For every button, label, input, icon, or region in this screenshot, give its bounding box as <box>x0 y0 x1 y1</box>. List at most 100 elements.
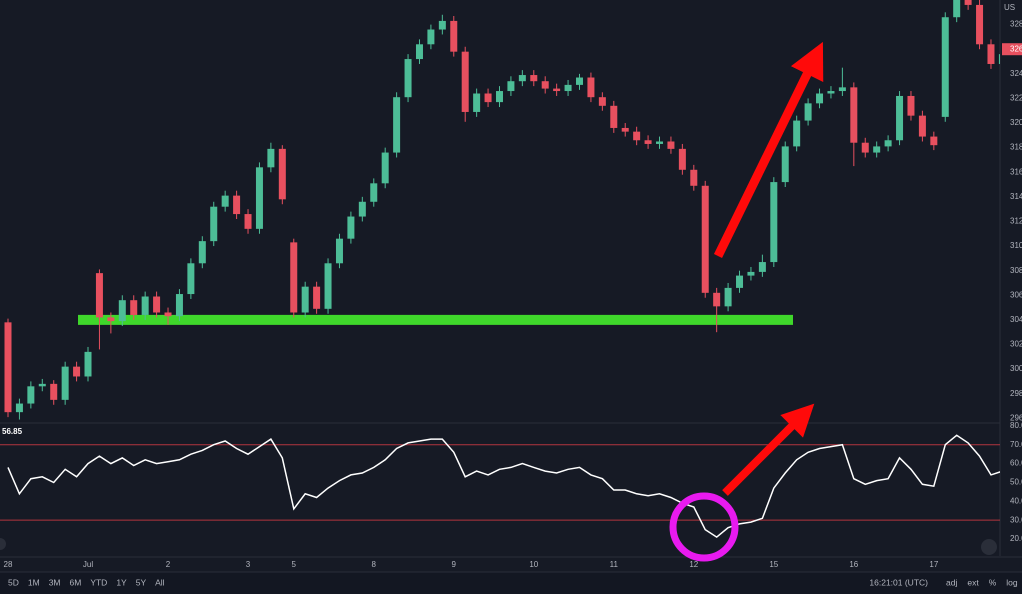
candle-body <box>118 300 126 322</box>
toolbar <box>0 572 1022 594</box>
candle-body <box>804 103 812 121</box>
range-button[interactable]: 6M <box>70 577 82 587</box>
candle-body <box>976 4 984 45</box>
candle-body <box>473 93 481 112</box>
currency: US <box>1004 3 1015 12</box>
y-tick-label: 296 <box>1010 413 1022 422</box>
candle-body <box>15 403 23 413</box>
y-tick-label: 324 <box>1010 69 1022 78</box>
candle-body <box>644 140 652 144</box>
axes: 2962983003023043063083103123143163183203… <box>4 20 1022 569</box>
candle-body <box>987 44 995 64</box>
y-tick-label: 298 <box>1010 389 1022 398</box>
arrow <box>722 403 815 496</box>
range-button[interactable]: 5D <box>8 577 19 587</box>
y-tick-label: 300 <box>1010 364 1022 373</box>
support-line <box>78 314 793 325</box>
candle-body <box>73 366 81 377</box>
y-tick-label: 80.0 <box>1010 421 1022 430</box>
candle-body <box>667 141 675 149</box>
chart-option[interactable]: ext <box>967 577 979 587</box>
range-button[interactable]: All <box>155 577 165 587</box>
candle-body <box>953 0 961 18</box>
candle-body <box>324 263 332 309</box>
candle-body <box>770 182 778 263</box>
candle-body <box>873 146 881 153</box>
candle-body <box>210 206 218 242</box>
candle-body <box>50 383 58 400</box>
candle-body <box>713 292 721 307</box>
chart-option[interactable]: log <box>1006 577 1018 587</box>
x-tick-label: 3 <box>246 560 251 569</box>
candle-body <box>290 242 298 313</box>
range-button[interactable]: 5Y <box>136 577 147 587</box>
candle-body <box>164 312 172 317</box>
candle-body <box>370 183 378 202</box>
candle-body <box>358 201 366 217</box>
candle-body <box>736 275 744 288</box>
y-tick-label: 30.0 <box>1010 515 1022 524</box>
candle-body <box>84 351 92 377</box>
candle-body <box>816 93 824 104</box>
candle-body <box>541 81 549 89</box>
range-button[interactable]: 1M <box>28 577 40 587</box>
x-tick-label: 11 <box>610 560 619 569</box>
x-tick-label: 15 <box>769 560 778 569</box>
candle-body <box>587 77 595 98</box>
candle-body <box>564 84 572 92</box>
candle-body <box>964 0 972 5</box>
x-tick-label: 10 <box>529 560 538 569</box>
candle-body <box>141 296 149 315</box>
y-tick-label: 70.0 <box>1010 440 1022 449</box>
candle-body <box>656 141 664 144</box>
candle-body <box>758 262 766 272</box>
clock: 16:21:01 (UTC) <box>869 577 928 587</box>
candle-body <box>38 383 46 387</box>
x-tick-label: 9 <box>452 560 457 569</box>
y-tick-label: 318 <box>1010 143 1022 152</box>
candle-body <box>61 366 69 400</box>
candle-body <box>347 216 355 239</box>
candle-body <box>690 169 698 186</box>
y-tick-label: 314 <box>1010 192 1022 201</box>
last-price-marker <box>1002 43 1022 56</box>
candle-body <box>724 287 732 307</box>
candle-body <box>438 20 446 30</box>
candle-body <box>610 105 618 128</box>
range-button[interactable]: YTD <box>90 577 107 587</box>
candle-body <box>747 271 755 276</box>
y-tick-label: 302 <box>1010 340 1022 349</box>
candle-body <box>313 286 321 309</box>
x-tick-label: 28 <box>4 560 13 569</box>
candle-body <box>781 146 789 183</box>
x-tick-label: 16 <box>849 560 858 569</box>
chart-option[interactable]: % <box>989 577 997 587</box>
candle-body <box>793 120 801 147</box>
candle-body <box>507 81 515 92</box>
candle-body <box>553 88 561 92</box>
arrow <box>713 41 824 258</box>
scroll-button[interactable] <box>981 539 997 555</box>
candle-body <box>621 127 629 132</box>
x-tick-label: 5 <box>292 560 297 569</box>
y-tick-label: 328 <box>1010 20 1022 29</box>
candle-body <box>838 87 846 92</box>
chart-option[interactable]: adj <box>946 577 957 587</box>
candle-body <box>404 59 412 98</box>
candle-body <box>175 294 183 317</box>
candle-body <box>450 20 458 52</box>
candle-body <box>255 167 263 229</box>
candle-body <box>221 195 229 207</box>
range-button[interactable]: 3M <box>49 577 61 587</box>
candle-body <box>598 97 606 106</box>
candle-body <box>107 317 115 322</box>
candle-body <box>998 54 1000 64</box>
y-tick-label: 316 <box>1010 167 1022 176</box>
y-tick-label: 60.0 <box>1010 459 1022 468</box>
range-button[interactable]: 1Y <box>116 577 127 587</box>
price-pane <box>4 0 1000 420</box>
x-tick-label: 12 <box>689 560 698 569</box>
scroll-button[interactable] <box>0 538 6 550</box>
candle-body <box>930 136 938 146</box>
x-tick-label: 8 <box>372 560 377 569</box>
